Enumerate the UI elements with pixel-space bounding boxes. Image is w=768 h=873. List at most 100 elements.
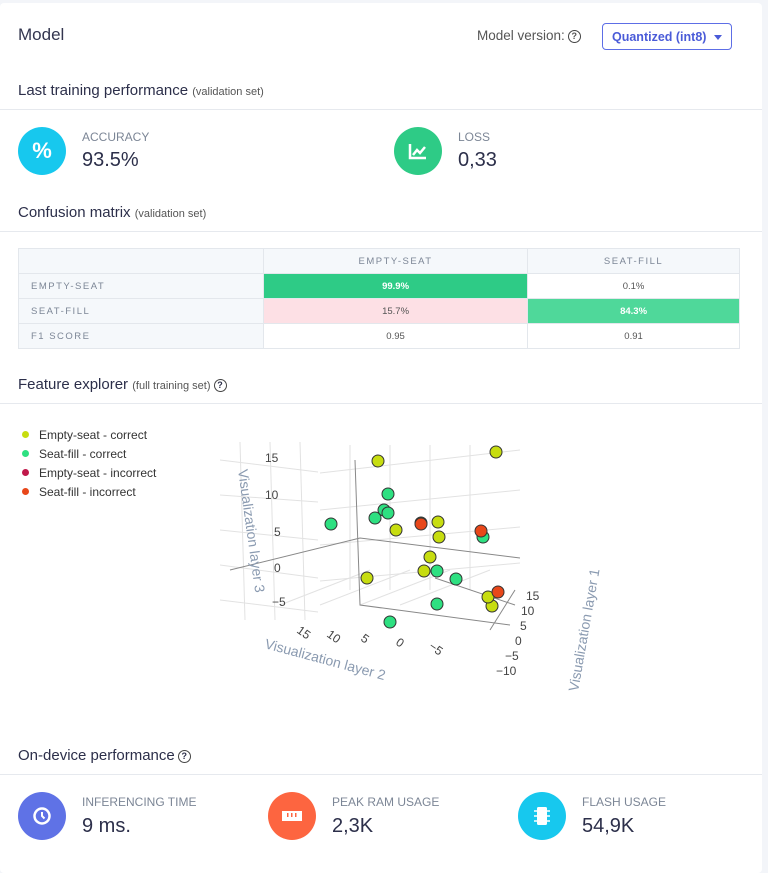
row-header: F1 SCORE	[18, 323, 264, 349]
legend-label: Seat-fill - incorrect	[39, 484, 136, 499]
confusion-subtitle: (validation set)	[134, 208, 207, 220]
data-point[interactable]	[430, 597, 444, 611]
data-point[interactable]	[491, 585, 505, 599]
divider	[0, 774, 762, 775]
table-row: SEAT-FILL 15.7% 84.3%	[18, 298, 740, 324]
y-tick-label: 10	[324, 627, 343, 646]
training-title: Last training performance	[18, 82, 189, 99]
data-point[interactable]	[371, 454, 385, 468]
grid-line	[319, 569, 411, 606]
data-point[interactable]	[417, 564, 431, 578]
training-section-title: Last training performance (validation se…	[18, 82, 264, 99]
explorer-subtitle: (full training set)	[132, 380, 211, 392]
ram-value: 2,3K	[332, 815, 374, 837]
data-point[interactable]	[489, 445, 503, 459]
page-title: Model	[18, 25, 65, 44]
x-tick-label: 5	[520, 619, 527, 633]
row-header: EMPTY-SEAT	[18, 273, 264, 299]
loss-value: 0,33	[458, 149, 497, 171]
grid-line	[279, 569, 371, 606]
grid-line	[319, 489, 521, 511]
legend-dot	[22, 488, 29, 495]
data-point[interactable]	[383, 615, 397, 629]
flash-value: 54,9K	[582, 815, 635, 837]
model-card	[0, 3, 762, 873]
z-axis-title: Visualization layer 3	[235, 468, 268, 593]
legend-item[interactable]: Empty-seat - incorrect	[20, 463, 156, 482]
explorer-section-title: Feature explorer (full training set)?	[18, 376, 227, 393]
data-point[interactable]	[414, 517, 428, 531]
table-cell: 0.95	[262, 323, 529, 349]
x-tick-label: 10	[521, 604, 535, 618]
data-point[interactable]	[449, 572, 463, 586]
legend-item[interactable]: Empty-seat - correct	[20, 425, 156, 444]
x-tick-label: −10	[496, 664, 517, 678]
table-cell: 15.7%	[262, 298, 529, 324]
divider	[0, 109, 762, 110]
plot-legend: Empty-seat - correct Seat-fill - correct…	[20, 425, 156, 501]
divider	[0, 231, 762, 232]
z-tick-label: 15	[265, 451, 279, 465]
ondevice-section-title: On-device performance?	[18, 747, 191, 764]
memory-icon	[268, 792, 316, 840]
data-point[interactable]	[381, 487, 395, 501]
y-tick-label: −5	[426, 639, 446, 659]
row-header: SEAT-FILL	[18, 298, 264, 324]
x-tick-label: 15	[526, 589, 540, 603]
data-point[interactable]	[324, 517, 338, 531]
y-axis-title: Visualization layer 2	[263, 635, 387, 683]
inferencing-label: INFERENCING TIME	[82, 795, 197, 809]
data-point[interactable]	[431, 515, 445, 529]
y-tick-label: 5	[358, 631, 372, 646]
table-cell: 0.91	[527, 323, 740, 349]
accuracy-value: 93.5%	[82, 149, 139, 171]
y-tick-label: 15	[294, 623, 313, 642]
grid-line	[299, 441, 306, 621]
x-tick-label: −5	[505, 649, 519, 663]
data-point[interactable]	[381, 506, 395, 520]
data-point[interactable]	[360, 571, 374, 585]
help-icon[interactable]: ?	[177, 750, 191, 763]
data-point[interactable]	[423, 550, 437, 564]
grid-line	[319, 449, 521, 474]
percent-icon: %	[18, 127, 66, 175]
model-version-text: Model version:	[477, 28, 565, 43]
ondevice-title: On-device performance	[18, 747, 175, 764]
help-icon[interactable]: ?	[213, 379, 227, 392]
column-header: SEAT-FILL	[527, 248, 740, 274]
x-axis-title: Visualization layer 1	[565, 567, 600, 692]
grid-line	[269, 441, 276, 621]
selected-version: Quantized (int8)	[612, 30, 707, 44]
legend-dot	[22, 469, 29, 476]
legend-label: Empty-seat - incorrect	[39, 465, 157, 480]
legend-label: Empty-seat - correct	[39, 427, 148, 442]
model-version-select[interactable]: Quantized (int8)	[602, 23, 732, 50]
legend-dot	[22, 431, 29, 438]
table-header-row: EMPTY-SEAT SEAT-FILL	[18, 248, 740, 274]
column-header: EMPTY-SEAT	[262, 248, 529, 274]
table-cell: 0.1%	[527, 273, 740, 299]
confusion-title: Confusion matrix	[18, 204, 131, 221]
grid-line	[220, 529, 319, 541]
help-icon[interactable]: ?	[567, 30, 581, 43]
grid-line	[220, 599, 319, 613]
grid-line	[399, 569, 491, 606]
feature-explorer-3d-plot[interactable]: 15 10 5 0 −5 15 10 5 0 −5 15 10 5 0 −5 −…	[220, 430, 600, 710]
model-version-label: Model version:?	[477, 28, 581, 43]
data-point[interactable]	[368, 511, 382, 525]
divider	[0, 403, 762, 404]
z-tick-label: −5	[272, 595, 286, 609]
data-point[interactable]	[389, 523, 403, 537]
grid-line	[220, 564, 319, 579]
axis-line	[354, 459, 511, 626]
grid-line	[220, 459, 319, 473]
data-point[interactable]	[430, 564, 444, 578]
table-cell: 84.3%	[527, 298, 740, 324]
training-subtitle: (validation set)	[192, 86, 264, 98]
legend-item[interactable]: Seat-fill - correct	[20, 444, 156, 463]
x-tick-label: 0	[515, 634, 522, 648]
data-point[interactable]	[432, 530, 446, 544]
data-point[interactable]	[474, 524, 488, 538]
legend-item[interactable]: Seat-fill - incorrect	[20, 482, 156, 501]
loss-label: LOSS	[458, 130, 491, 144]
